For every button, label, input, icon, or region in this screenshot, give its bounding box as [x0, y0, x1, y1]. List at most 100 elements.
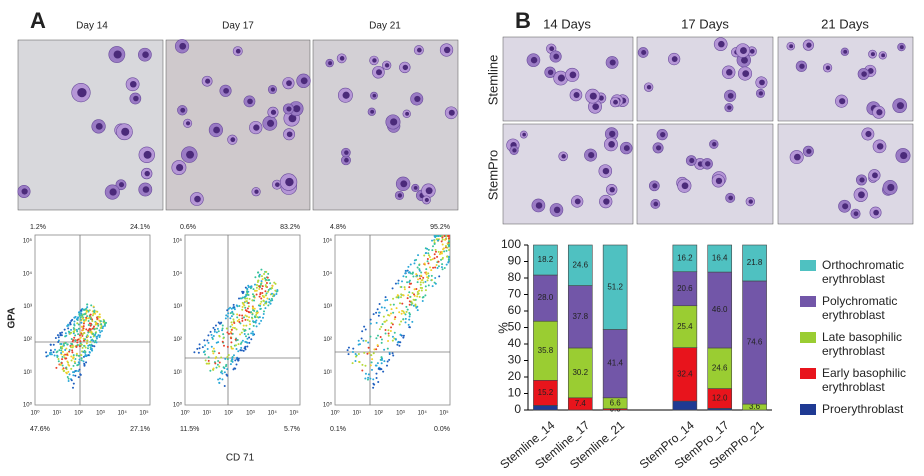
nucleus — [574, 198, 581, 205]
cell-dot — [364, 364, 367, 367]
value-label: 46.0 — [712, 305, 728, 314]
cell-dot — [430, 278, 433, 281]
cell-dot — [394, 282, 397, 285]
cell-dot — [361, 363, 364, 366]
cell-dot — [366, 378, 369, 381]
cell-dot — [59, 334, 62, 337]
flow-tick-label: 10¹ — [323, 370, 332, 376]
cell-dot — [246, 307, 249, 310]
cell-dot — [244, 346, 247, 349]
cell-dot — [221, 329, 224, 332]
quadrant-percent: 1.2% — [30, 224, 46, 231]
cell-dot — [254, 283, 257, 286]
nucleus — [121, 127, 130, 136]
cell-dot — [90, 347, 93, 350]
cell-dot — [103, 320, 106, 323]
cell-dot — [265, 281, 268, 284]
value-label: 32.4 — [677, 369, 693, 378]
cell-dot — [70, 331, 73, 334]
cell-dot — [439, 235, 442, 237]
cell-dot — [75, 328, 78, 331]
cell-dot — [261, 287, 264, 290]
flow-tick-label: 10⁴ — [418, 410, 428, 417]
cell-dot — [231, 358, 234, 361]
cell-dot — [204, 359, 207, 362]
cell-dot — [367, 373, 370, 376]
cell-dot — [221, 372, 224, 375]
cell-dot — [71, 351, 74, 354]
cell-dot — [69, 323, 72, 326]
cell-dot — [61, 350, 64, 353]
nucleus — [443, 46, 451, 54]
cell-dot — [380, 356, 383, 359]
cell-dot — [72, 354, 75, 357]
cell-dot — [267, 288, 270, 291]
cell-dot — [247, 333, 250, 336]
cell-dot — [252, 309, 255, 312]
cell-dot — [426, 279, 429, 282]
cell-dot — [406, 297, 409, 300]
cell-dot — [230, 341, 233, 344]
cell-dot — [82, 351, 85, 354]
cell-dot — [245, 300, 248, 303]
cell-dot — [428, 256, 431, 259]
flow-plot-frame — [334, 234, 451, 406]
cell-dot — [403, 288, 406, 291]
cell-dot — [92, 325, 95, 328]
flow-plot-frame — [34, 234, 151, 406]
value-label: 18.2 — [538, 255, 554, 264]
cell-dot — [80, 321, 83, 324]
cell-dot — [421, 300, 424, 303]
cell-dot — [404, 313, 407, 316]
nucleus — [718, 40, 725, 48]
cell-dot — [425, 251, 428, 254]
cell-dot — [255, 284, 258, 287]
cell-dot — [74, 339, 77, 342]
nucleus — [653, 201, 659, 207]
flow-tick-label: 10⁴ — [118, 410, 128, 417]
cell-dot — [231, 310, 234, 313]
cell-dot — [70, 367, 73, 370]
nucleus — [384, 63, 390, 68]
cell-dot — [241, 314, 244, 317]
cell-dot — [101, 327, 104, 330]
cell-dot — [100, 329, 103, 332]
nucleus — [865, 130, 872, 138]
cell-dot — [266, 276, 269, 279]
nucleus — [553, 53, 560, 60]
cell-dot — [84, 354, 87, 357]
cell-dot — [230, 315, 233, 318]
cell-dot — [60, 349, 63, 352]
nucleus — [185, 121, 191, 126]
cell-dot — [64, 342, 67, 345]
cell-dot — [77, 327, 80, 330]
cell-dot — [403, 286, 406, 289]
cell-dot — [78, 345, 81, 348]
flow-tick-label: 10⁴ — [323, 270, 333, 277]
cell-dot — [76, 343, 79, 346]
micrograph-background — [17, 39, 164, 211]
cell-dot — [85, 361, 88, 364]
cell-dot — [61, 331, 64, 334]
cell-dot — [95, 341, 98, 344]
cell-dot — [391, 287, 394, 290]
cell-dot — [87, 310, 90, 313]
cell-dot — [232, 320, 235, 323]
cell-dot — [237, 359, 240, 362]
nucleus — [794, 153, 801, 161]
cell-dot — [81, 334, 84, 337]
value-label: 20.6 — [677, 284, 693, 293]
cell-dot — [64, 332, 67, 335]
cell-dot — [74, 334, 77, 337]
cell-dot — [74, 357, 77, 360]
cell-dot — [244, 295, 247, 298]
cell-dot — [410, 282, 413, 285]
value-label: 30.2 — [572, 368, 588, 377]
cell-dot — [250, 332, 253, 335]
cell-dot — [399, 302, 402, 305]
cell-dot — [262, 312, 265, 315]
cell-dot — [225, 363, 228, 366]
flow-tick-label: 10³ — [323, 304, 332, 310]
cell-dot — [52, 351, 55, 354]
cell-dot — [80, 354, 83, 357]
